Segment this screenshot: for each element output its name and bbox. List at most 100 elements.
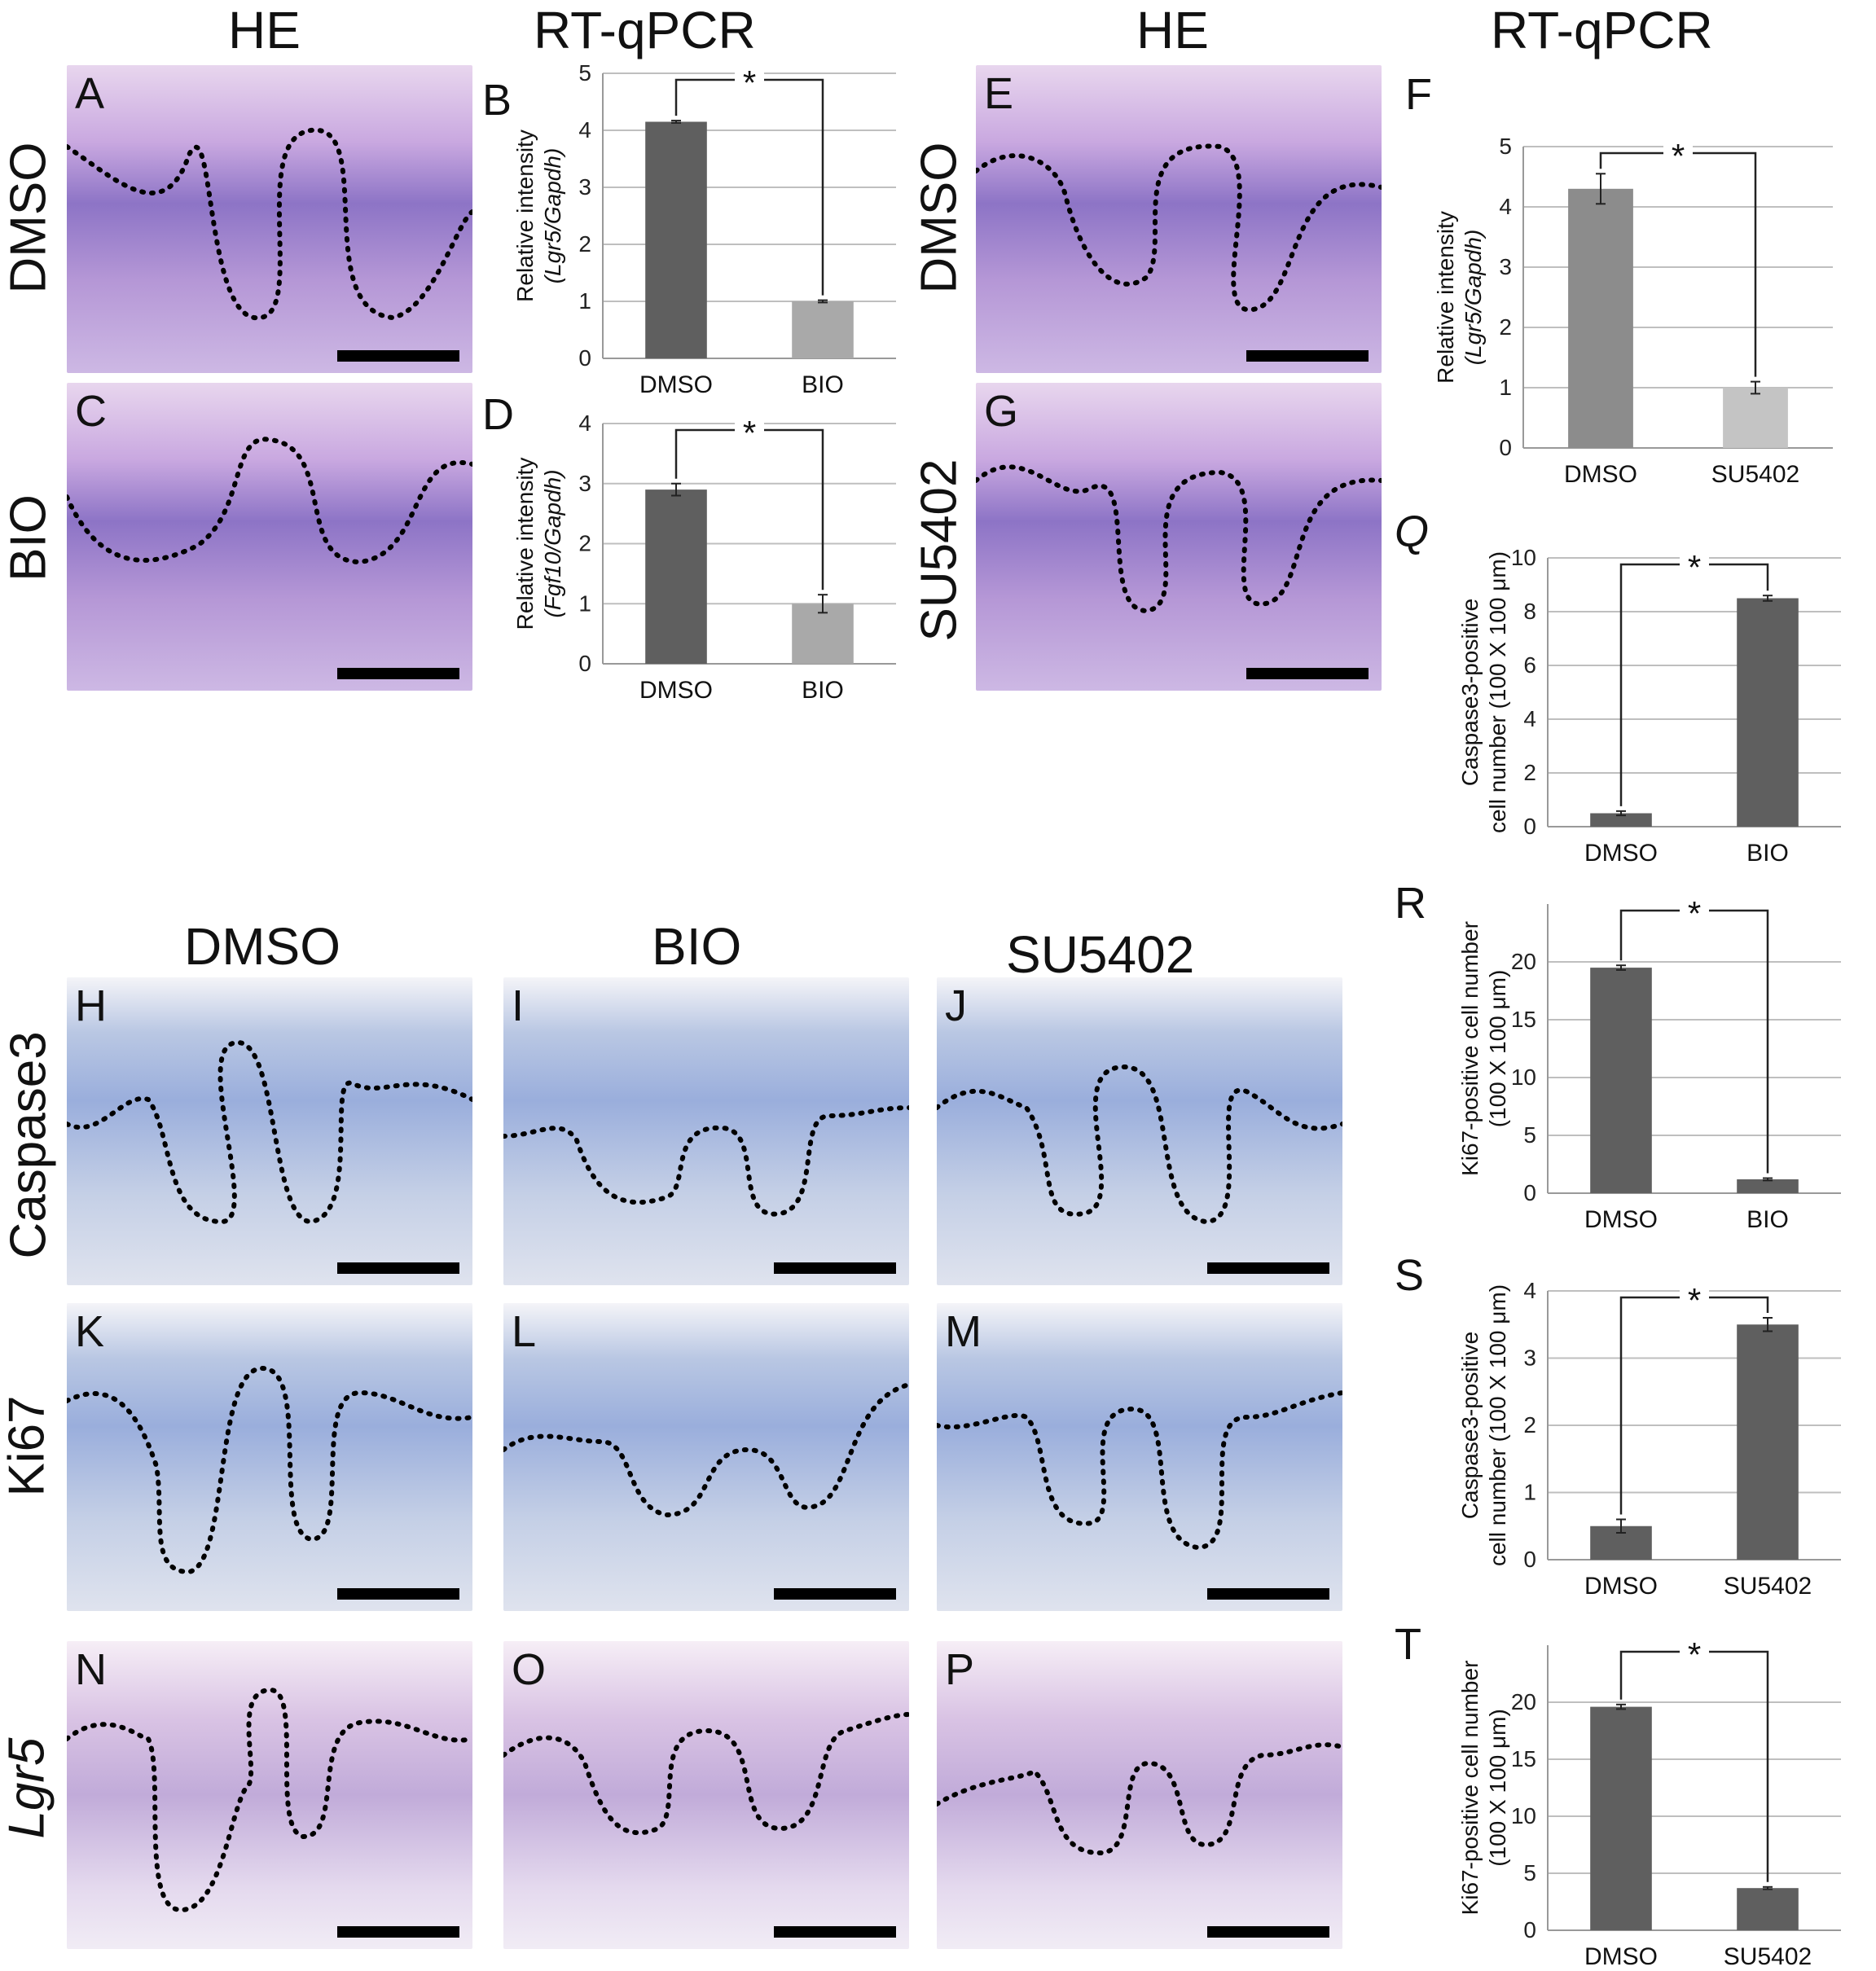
header-he-left: HE (228, 1, 301, 59)
panel-letter: J (945, 981, 967, 1030)
y-tick-label: 5 (1499, 134, 1512, 159)
y-tick-label: 20 (1511, 949, 1536, 974)
significance-star: * (743, 64, 756, 102)
chart-letter-r: R (1395, 879, 1426, 928)
significance-star: * (1688, 548, 1701, 586)
y-tick-label: 2 (578, 231, 591, 257)
panel-letter: O (512, 1645, 547, 1694)
y-tick-label: 0 (1499, 435, 1512, 460)
y-axis-label-line1: Caspase3-positive (1457, 599, 1483, 786)
panel-letter: H (75, 981, 107, 1030)
x-tick-label: SU5402 (1724, 1573, 1812, 1600)
tissue-outline (937, 1742, 1342, 1856)
chart-q: 0 2 4 6 8 10 DMSO BIO * Caspase3-positive cell num… (1434, 538, 1857, 880)
y-axis-label-line2: cell number (100 X 100 μm) (1485, 551, 1510, 833)
y-axis-label-line1: Caspase3-positive (1457, 1332, 1483, 1519)
y-tick-label: 3 (578, 471, 591, 496)
chart-b: 0 1 2 3 4 5 DMSO BIO * Relative intensity (Lgr5/Ga… (489, 57, 912, 399)
row-label-dmso-a: DMSO (0, 142, 57, 294)
chart-letter-t: T (1395, 1620, 1421, 1669)
chart-svg: 0 2 4 6 8 10 DMSO BIO * Caspase3-positive cell num… (1457, 545, 1841, 867)
bar-bio (792, 301, 854, 358)
scale-bar (337, 1262, 459, 1274)
micrograph-panel-k: K (67, 1303, 472, 1611)
tissue-outline (503, 1382, 909, 1518)
chart-r: 0 5 10 15 20 DMSO BIO * Ki67-positive cell numbe… (1434, 880, 1857, 1238)
y-axis-label-line1: Relative intensity (512, 129, 538, 302)
tissue-outline (67, 1039, 472, 1225)
x-tick-label: DMSO (1584, 1573, 1658, 1600)
x-tick-label: BIO (1746, 840, 1789, 867)
bar-bio (1737, 598, 1799, 827)
y-tick-label: 5 (1523, 1122, 1536, 1148)
x-tick-label: BIO (1746, 1206, 1789, 1233)
y-tick-label: 0 (1523, 1180, 1536, 1205)
chart-t: 0 5 10 15 20 DMSO SU5402 * Ki67-positive cell nu… (1434, 1621, 1857, 1970)
bar-dmso (1590, 813, 1652, 827)
scale-bar (337, 1588, 459, 1600)
y-tick-label: 1 (578, 590, 591, 616)
bar-dmso (645, 121, 707, 358)
micrograph-panel-c: C (67, 383, 472, 691)
y-tick-label: 1 (578, 288, 591, 314)
y-tick-label: 4 (578, 117, 591, 143)
scale-bar (337, 350, 459, 362)
y-tick-label: 3 (1523, 1345, 1536, 1371)
y-axis-label: Ki67-positive cell number (100 X 100 μm) (1457, 921, 1510, 1176)
bar-bio (792, 604, 854, 664)
y-tick-label: 10 (1511, 1803, 1536, 1828)
significance-gap (1663, 142, 1693, 165)
micrograph-panel-p: P (937, 1641, 1342, 1949)
chart-s: 0 1 2 3 4 DMSO SU5402 * Caspase3-positive cell nu… (1434, 1254, 1857, 1604)
chart-svg: 0 5 10 15 20 DMSO SU5402 * Ki67-positive cell nu… (1457, 1635, 1841, 1970)
significance-gap (1680, 1286, 1709, 1309)
micrograph-panel-n: N (67, 1641, 472, 1949)
y-tick-label: 20 (1511, 1689, 1536, 1714)
row-label-bio-c: BIO (0, 494, 57, 582)
y-tick-label: 0 (578, 345, 591, 371)
tissue-outline (503, 1105, 909, 1217)
y-axis-label-line1: Relative intensity (512, 458, 538, 630)
chart-svg: 0 1 2 3 4 DMSO BIO * Relative intensity (Fgf10/Ga… (512, 410, 896, 704)
header-bio-mid: BIO (652, 917, 742, 976)
y-tick-label: 2 (1523, 1412, 1536, 1438)
y-axis-label: Caspase3-positive cell number (100 X 100 … (1457, 1284, 1510, 1566)
y-axis-label-line2: cell number (100 X 100 μm) (1485, 1284, 1510, 1566)
micrograph-panel-h: H (67, 977, 472, 1285)
bar-su5402 (1723, 388, 1788, 448)
y-tick-label: 0 (1523, 814, 1536, 839)
scale-bar (774, 1926, 896, 1938)
y-tick-label: 2 (1499, 314, 1512, 340)
x-tick-label: DMSO (1584, 1206, 1658, 1233)
bar-bio (1737, 1179, 1799, 1193)
tissue-outline (67, 1687, 472, 1913)
significance-gap (735, 68, 764, 91)
micrograph-panel-e: E (976, 65, 1382, 373)
significance-gap (1680, 553, 1709, 576)
y-tick-label: 0 (578, 651, 591, 676)
y-tick-label: 0 (1523, 1547, 1536, 1572)
chart-svg: 0 1 2 3 4 DMSO SU5402 * Caspase3-positive cell nu… (1457, 1278, 1841, 1600)
y-axis-label: Ki67-positive cell number (100 X 100 μm) (1457, 1661, 1510, 1916)
y-tick-label: 15 (1511, 1746, 1536, 1771)
y-tick-label: 3 (578, 174, 591, 200)
micrograph-panel-a: A (67, 65, 472, 373)
panel-letter: N (75, 1645, 107, 1694)
y-tick-label: 2 (578, 531, 591, 556)
y-axis-label-line2: (Fgf10/Gapdh) (540, 469, 565, 617)
header-he-right: HE (1136, 1, 1209, 59)
panel-letter: A (75, 69, 105, 118)
y-tick-label: 10 (1511, 545, 1536, 570)
y-axis-label: Relative intensity (Fgf10/Gapdh) (512, 458, 565, 630)
y-tick-label: 1 (1523, 1480, 1536, 1505)
bar-dmso (1590, 968, 1652, 1193)
x-tick-label: DMSO (639, 677, 713, 704)
y-axis-label-line2: (100 X 100 μm) (1485, 1709, 1510, 1867)
panel-letter: C (75, 387, 107, 436)
panel-letter: K (75, 1307, 105, 1356)
scale-bar (774, 1262, 896, 1274)
tissue-outline (67, 437, 472, 565)
y-axis-label-line1: Ki67-positive cell number (1457, 921, 1483, 1176)
x-tick-label: DMSO (1584, 840, 1658, 867)
x-tick-label: SU5402 (1711, 461, 1799, 488)
